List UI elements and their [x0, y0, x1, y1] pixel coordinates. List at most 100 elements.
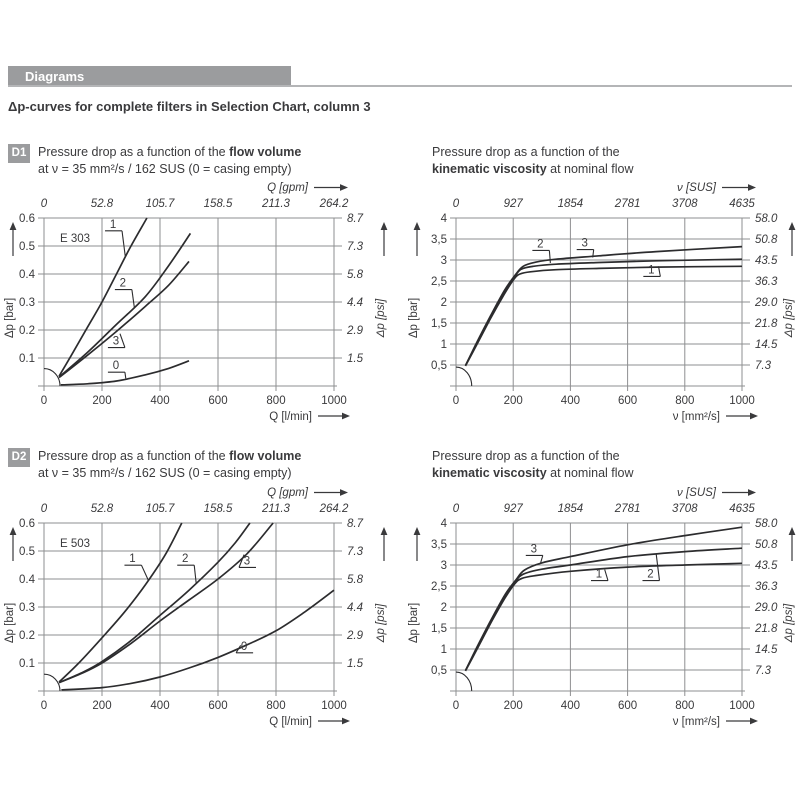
- x-top-axis-title: Q [gpm]: [267, 487, 309, 499]
- x-top-tick-label: 3708: [672, 503, 698, 515]
- x-top-tick-label: 0: [453, 503, 460, 515]
- x-bottom-axis-title: ν [mm²/s]: [673, 411, 720, 423]
- y-left-tick-label: 2,5: [431, 581, 447, 593]
- x-bottom-tick-label: 1000: [321, 395, 347, 407]
- header-rule: [8, 85, 792, 87]
- d2-visc-title-post: at nominal flow: [546, 465, 634, 480]
- axis-arrow-up-icon: [788, 222, 796, 230]
- x-bottom-tick-label: 200: [92, 395, 111, 407]
- y-right-tick-label: 50.8: [755, 539, 778, 551]
- x-bottom-tick-label: 400: [561, 700, 580, 712]
- curve-label-3: 3: [113, 336, 119, 348]
- d1-visc-title-post: at nominal flow: [546, 161, 634, 176]
- axis-arrow-up-icon: [413, 527, 421, 535]
- curve-0: [60, 360, 190, 386]
- x-top-tick-label: 4635: [729, 503, 755, 515]
- x-bottom-tick-label: 0: [453, 395, 459, 407]
- axis-arrow-up-icon: [380, 222, 388, 230]
- x-bottom-tick-label: 400: [150, 700, 169, 712]
- y-left-tick-label: 0.1: [19, 353, 35, 365]
- x-top-tick-label: 105.7: [146, 503, 175, 515]
- curve-label-3: 3: [244, 555, 250, 567]
- x-top-tick-label: 0: [41, 198, 48, 210]
- origin-arc: [43, 368, 61, 387]
- y-left-tick-label: 3: [441, 560, 447, 572]
- d2-flow-title-pre: Pressure drop as a function of the: [38, 449, 230, 463]
- section-header-label: Diagrams: [25, 69, 85, 84]
- y-right-tick-label: 58.0: [755, 518, 778, 530]
- y-left-tick-label: 0,5: [431, 360, 447, 372]
- curve-label-1: 1: [596, 569, 602, 581]
- y-right-tick-label: 43.5: [755, 255, 778, 267]
- origin-arc: [43, 673, 61, 692]
- x-top-tick-label: 3708: [672, 198, 698, 210]
- y-right-tick-label: 43.5: [755, 560, 778, 572]
- d2-visc-title: Pressure drop as a function of the kinem…: [432, 448, 634, 481]
- axis-arrow-right-icon: [748, 489, 756, 496]
- axis-arrow-up-icon: [9, 222, 17, 230]
- axis-arrow-right-icon: [750, 717, 758, 725]
- d1-flow-title-pre: Pressure drop as a function of the: [38, 145, 230, 159]
- x-top-tick-label: 0: [41, 503, 48, 515]
- chart-svg: 2 3 1 0,5 1 1,5 2 2,5 3 3,5 4 7.3 14.5 21.8 29.0 36.3 43…: [408, 182, 796, 423]
- curve-1: [464, 562, 743, 672]
- y-right-tick-label: 7.3: [755, 360, 772, 372]
- d2-flow-title-line2: at ν = 35 mm²/s / 162 SUS (0 = casing em…: [38, 465, 292, 480]
- y-left-tick-label: 3,5: [431, 234, 447, 246]
- axis-arrow-up-icon: [380, 527, 388, 535]
- y-left-tick-label: 0,5: [431, 665, 447, 677]
- axis-arrow-up-icon: [9, 527, 17, 535]
- axis-arrow-right-icon: [750, 412, 758, 420]
- x-top-tick-label: 2781: [614, 198, 641, 210]
- x-bottom-tick-label: 800: [266, 395, 285, 407]
- y-left-tick-label: 1: [441, 644, 447, 656]
- x-bottom-tick-label: 600: [208, 395, 227, 407]
- curve-label-3: 3: [581, 238, 587, 250]
- x-top-tick-label: 927: [504, 503, 524, 515]
- x-top-tick-label: 158.5: [204, 198, 233, 210]
- y-right-tick-label: 7.3: [755, 665, 772, 677]
- x-bottom-tick-label: 200: [504, 395, 523, 407]
- y-left-tick-label: 0.6: [19, 213, 35, 225]
- y-right-tick-label: 21.8: [754, 623, 778, 635]
- chart-d2-kinematic-viscosity: 3 1 2 0,5 1 1,5 2 2,5 3 3,5 4 7.3 14.5 21.8 29.0 36.3 43…: [404, 483, 800, 729]
- curve-3: [58, 522, 274, 684]
- axis-arrow-up-icon: [413, 222, 421, 230]
- d1-visc-title: Pressure drop as a function of the kinem…: [432, 144, 634, 177]
- section-header-bar: Diagrams: [8, 66, 291, 87]
- x-top-tick-label: 158.5: [204, 503, 233, 515]
- y-left-tick-label: 2: [441, 297, 447, 309]
- curve-2: [58, 232, 192, 378]
- curve-3: [464, 245, 743, 367]
- y-left-tick-label: 3: [441, 255, 447, 267]
- d1-visc-title-line1: Pressure drop as a function of the: [432, 145, 620, 159]
- y-left-tick-label: 0.3: [19, 297, 35, 309]
- curve-label-1: 1: [110, 219, 116, 231]
- x-top-tick-label: 52.8: [91, 198, 114, 210]
- curve-label-2: 2: [647, 569, 653, 581]
- x-top-tick-label: 2781: [614, 503, 641, 515]
- x-bottom-tick-label: 600: [618, 700, 637, 712]
- curve-1: [58, 217, 148, 377]
- y-right-tick-label: 2.9: [346, 325, 364, 337]
- x-top-tick-label: 4635: [729, 198, 755, 210]
- x-top-axis-title: Q [gpm]: [267, 182, 309, 194]
- curve-label-0: 0: [241, 641, 247, 653]
- y-right-tick-label: 21.8: [754, 318, 778, 330]
- y-right-tick-label: 4.4: [347, 297, 363, 309]
- x-bottom-tick-label: 200: [504, 700, 523, 712]
- y-left-tick-label: 0.3: [19, 602, 35, 614]
- curve-label-2: 2: [537, 238, 543, 250]
- x-top-tick-label: 211.3: [261, 503, 291, 515]
- page-title: Δp-curves for complete filters in Select…: [8, 99, 371, 114]
- axis-arrow-right-icon: [748, 184, 756, 191]
- chart-d2-flow-volume: 1 2 3 0 0.1 0.2 0.3 0.4 0.5 0.6 1.5 2.9 4.4 5.8 7.3 8.7…: [0, 483, 396, 729]
- y-right-tick-label: 36.3: [755, 276, 778, 288]
- y-left-axis-title: Δp [bar]: [4, 298, 16, 338]
- d2-visc-header: Pressure drop as a function of the kinem…: [432, 448, 792, 481]
- x-top-tick-label: 1854: [558, 503, 584, 515]
- x-bottom-axis-title: Q [l/min]: [269, 716, 312, 728]
- x-bottom-tick-label: 1000: [729, 395, 755, 407]
- x-bottom-tick-label: 0: [41, 395, 47, 407]
